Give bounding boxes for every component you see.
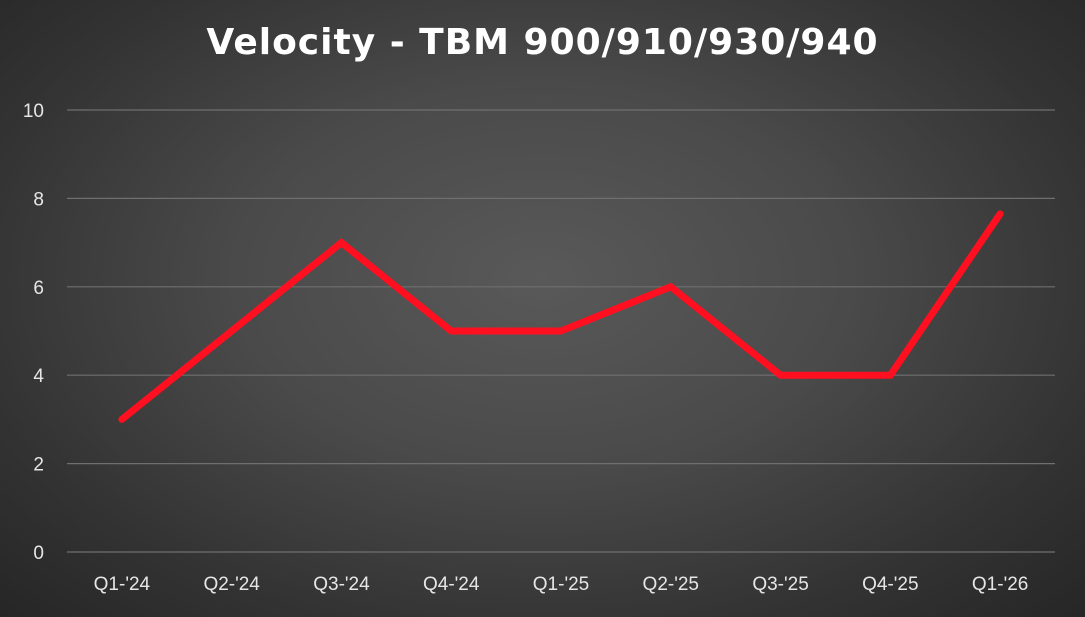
x-tick-label: Q3-'25 [752, 574, 808, 595]
x-tick-label: Q4-'24 [423, 574, 480, 595]
x-tick-label: Q2-'24 [203, 574, 260, 595]
y-tick-label: 4 [33, 366, 44, 387]
x-tick-label: Q2-'25 [643, 574, 699, 595]
y-tick-label: 10 [23, 101, 44, 122]
x-axis-ticks: Q1-'24 Q2-'24 Q3-'24 Q4-'24 Q1-'25 Q2-'25 Q3-'… [94, 574, 1029, 595]
y-tick-label: 2 [33, 455, 44, 476]
y-tick-label: 0 [33, 543, 44, 564]
chart-title: Velocity - TBM 900/910/930/940 [206, 22, 879, 63]
y-tick-label: 6 [33, 278, 44, 299]
series-line [118, 210, 1004, 423]
y-axis-ticks: 0 2 4 6 8 10 [23, 101, 45, 564]
x-tick-label: Q4-'25 [862, 574, 918, 595]
series-group [118, 210, 1004, 423]
x-tick-label: Q3-'24 [313, 574, 370, 595]
y-tick-label: 8 [33, 189, 44, 210]
x-tick-label: Q1-'25 [533, 574, 589, 595]
x-tick-label: Q1-'24 [94, 574, 151, 595]
gridlines [67, 109, 1055, 553]
x-tick-label: Q1-'26 [972, 574, 1028, 595]
